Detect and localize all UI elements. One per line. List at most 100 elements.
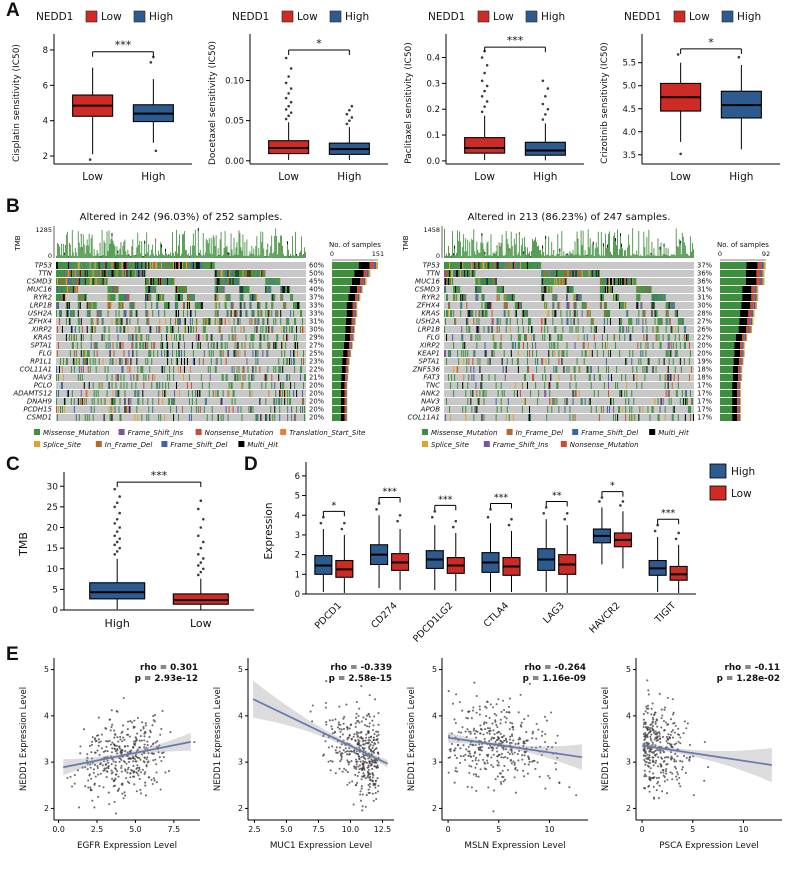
svg-text:7.5: 7.5 <box>312 825 324 834</box>
svg-text:rho = -0.339: rho = -0.339 <box>330 663 392 673</box>
svg-text:ADAMTS12: ADAMTS12 <box>12 390 52 398</box>
svg-text:ANK2: ANK2 <box>420 390 441 398</box>
svg-text:TNC: TNC <box>426 382 441 390</box>
svg-text:18%: 18% <box>697 366 713 374</box>
svg-text:High: High <box>345 11 369 23</box>
svg-text:37%: 37% <box>309 294 325 302</box>
svg-text:26%: 26% <box>697 326 713 334</box>
svg-text:4.0: 4.0 <box>622 128 636 138</box>
svg-text:0: 0 <box>330 250 334 258</box>
svg-text:31%: 31% <box>697 286 713 294</box>
svg-text:rho = 0.301: rho = 0.301 <box>140 663 198 673</box>
svg-text:3: 3 <box>432 758 437 767</box>
oncoprint-low-group: Altered in 242 (96.03%) of 252 samples. 1… <box>12 212 384 449</box>
svg-text:0: 0 <box>48 252 52 260</box>
svg-text:5: 5 <box>295 492 300 502</box>
svg-text:5.0: 5.0 <box>280 825 292 834</box>
svg-text:***: *** <box>151 469 168 482</box>
svg-text:*: * <box>316 37 322 50</box>
svg-text:CSMD1: CSMD1 <box>27 414 52 422</box>
svg-text:2.5: 2.5 <box>248 825 260 834</box>
svg-text:10: 10 <box>47 565 59 575</box>
svg-text:50%: 50% <box>309 270 325 278</box>
svg-text:0: 0 <box>295 590 300 600</box>
svg-text:TP53: TP53 <box>35 262 52 270</box>
svg-text:*: * <box>331 500 336 511</box>
svg-text:2: 2 <box>432 804 437 813</box>
svg-text:RP1L1: RP1L1 <box>30 358 52 366</box>
svg-text:17%: 17% <box>697 382 713 390</box>
svg-text:Low: Low <box>689 11 710 23</box>
svg-text:*: * <box>610 481 615 492</box>
svg-text:17%: 17% <box>697 414 713 422</box>
svg-text:0.2: 0.2 <box>426 105 440 115</box>
svg-text:Nonsense_Mutation: Nonsense_Mutation <box>570 441 639 449</box>
svg-text:17%: 17% <box>697 398 713 406</box>
svg-text:4: 4 <box>295 511 300 521</box>
svg-text:Low: Low <box>731 488 752 500</box>
svg-text:No. of samples: No. of samples <box>329 241 381 249</box>
svg-text:High: High <box>731 466 755 478</box>
svg-text:4: 4 <box>43 117 48 127</box>
svg-text:20%: 20% <box>309 382 325 390</box>
svg-text:TMB: TMB <box>14 235 22 251</box>
svg-text:Altered in 242 (96.03%) of 252: Altered in 242 (96.03%) of 252 samples. <box>80 212 283 223</box>
svg-text:CSMD3: CSMD3 <box>415 286 440 294</box>
svg-text:0: 0 <box>718 250 722 258</box>
svg-text:0.3: 0.3 <box>426 79 440 89</box>
svg-text:KEAP1: KEAP1 <box>418 350 440 358</box>
svg-text:**: ** <box>552 490 562 501</box>
svg-text:Low: Low <box>190 617 212 630</box>
svg-text:High: High <box>149 11 173 23</box>
svg-text:ZNF536: ZNF536 <box>412 366 441 374</box>
svg-text:20%: 20% <box>309 390 325 398</box>
svg-text:5: 5 <box>432 665 437 674</box>
svg-text:1458: 1458 <box>423 226 440 234</box>
svg-text:NAV3: NAV3 <box>33 374 52 382</box>
svg-text:NEDD1 Expression Level: NEDD1 Expression Level <box>19 687 29 791</box>
svg-text:***: *** <box>507 34 524 47</box>
svg-text:4: 4 <box>432 711 437 720</box>
svg-text:0.0: 0.0 <box>426 157 440 167</box>
svg-text:TIGIT: TIGIT <box>652 600 678 626</box>
svg-text:CTLA4: CTLA4 <box>482 600 511 629</box>
panel-label-a: A <box>6 0 20 21</box>
svg-text:Docetaxel sensitivity (IC50): Docetaxel sensitivity (IC50) <box>208 41 218 165</box>
svg-text:High: High <box>105 617 130 630</box>
svg-text:Low: Low <box>278 171 299 183</box>
svg-text:60%: 60% <box>309 262 325 270</box>
svg-text:30: 30 <box>47 482 59 492</box>
svg-text:0.1: 0.1 <box>426 131 440 141</box>
svg-text:High: High <box>729 171 753 183</box>
svg-text:SPTA1: SPTA1 <box>30 342 52 350</box>
svg-text:5: 5 <box>52 585 58 595</box>
svg-text:4: 4 <box>238 711 243 720</box>
svg-text:MUC16: MUC16 <box>415 278 441 286</box>
svg-text:Expression: Expression <box>263 503 275 560</box>
panel-label-e: E <box>6 644 19 665</box>
svg-text:0.0: 0.0 <box>52 825 64 834</box>
svg-text:15: 15 <box>47 544 58 554</box>
svg-text:High: High <box>541 11 565 23</box>
svg-text:Frame_Shift_Del: Frame_Shift_Del <box>581 429 638 437</box>
svg-text:28%: 28% <box>697 310 713 318</box>
svg-text:Multi_Hit: Multi_Hit <box>247 441 278 449</box>
svg-text:0.4: 0.4 <box>426 54 440 64</box>
svg-text:CSMD3: CSMD3 <box>27 278 52 286</box>
svg-text:6: 6 <box>295 472 300 482</box>
crizotinib-sensitivity-boxplot: NEDD1 Low High 3.5 4.0 4.5 5.0 5.5 Crizotinib se… <box>600 10 780 183</box>
svg-text:20%: 20% <box>309 414 325 422</box>
svg-text:HAVCR2: HAVCR2 <box>587 600 622 635</box>
svg-text:Nonsense_Mutation: Nonsense_Mutation <box>205 429 274 437</box>
svg-text:5: 5 <box>238 665 243 674</box>
svg-text:25: 25 <box>47 503 58 513</box>
svg-text:NEDD1: NEDD1 <box>36 11 73 23</box>
svg-text:XIRP2: XIRP2 <box>419 342 441 350</box>
svg-text:12.5: 12.5 <box>374 825 391 834</box>
svg-text:36%: 36% <box>697 270 713 278</box>
svg-text:30%: 30% <box>697 302 713 310</box>
svg-text:30%: 30% <box>309 326 325 334</box>
svg-text:18%: 18% <box>697 374 713 382</box>
